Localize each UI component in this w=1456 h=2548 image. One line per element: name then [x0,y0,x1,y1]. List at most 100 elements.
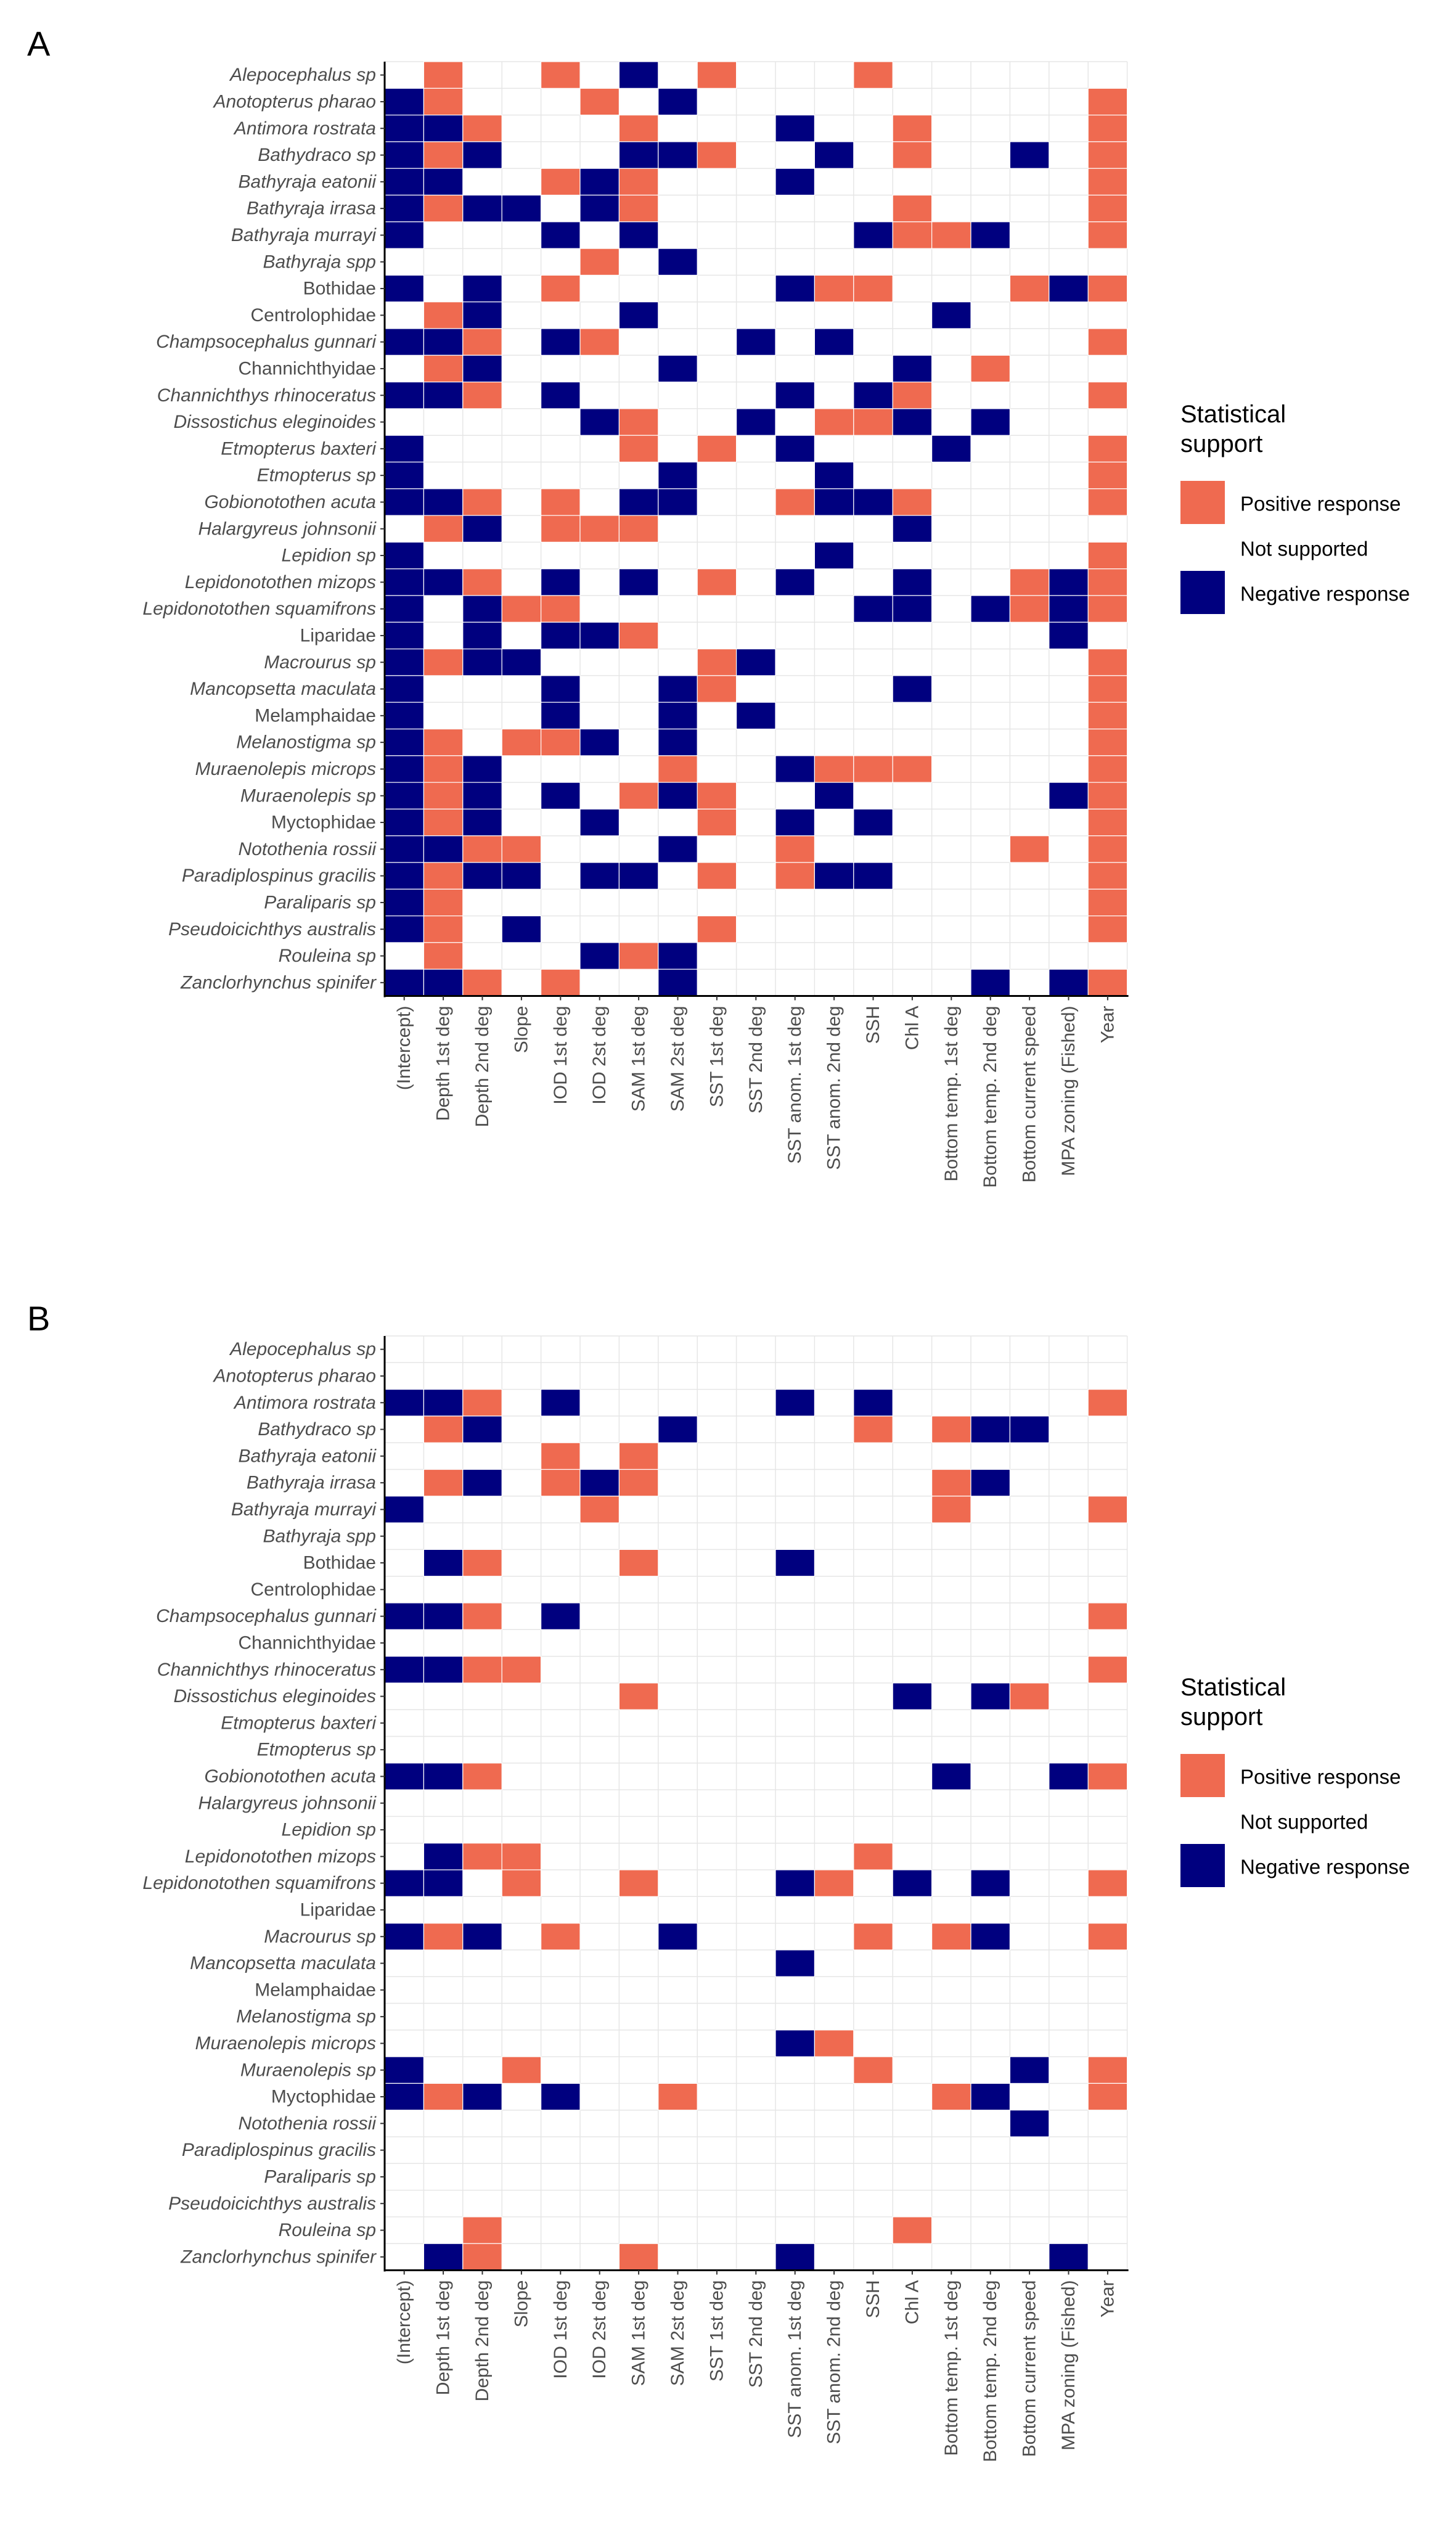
tile-positive [540,595,581,623]
x-tick-label: Bottom temp. 1st deg [941,1006,962,1182]
tile-negative [501,862,542,890]
tile-negative [658,461,698,490]
tile-negative [462,301,502,329]
tile-positive [462,1843,502,1870]
tile-negative [735,648,776,676]
tile-positive [423,888,464,917]
y-tick-label: Bathyraja murrayi [231,1499,377,1520]
tile-positive [540,969,581,997]
tile-negative [658,354,698,383]
tile-positive [423,88,464,116]
tile-positive [618,1549,659,1577]
tile-negative [618,141,659,169]
tile-negative [384,541,425,570]
tile-positive [462,568,502,596]
tile-positive [814,1869,854,1897]
legend-title: Statistical [1180,401,1286,428]
tile-negative [384,115,425,142]
tile-negative [462,141,502,169]
legend-key-none [1180,1799,1225,1842]
x-tick-label: Chl A [902,1006,922,1051]
x-tick-label: SST anom. 1st deg [785,2280,805,2438]
tile-positive [579,515,620,543]
tile-negative [384,168,425,196]
tile-positive [618,515,659,543]
tile-positive [1087,541,1128,570]
panel-letter: B [27,1299,50,1338]
tile-positive [423,61,464,89]
tile-positive [423,915,464,943]
tile-negative [775,2243,816,2271]
legend-key-none [1180,526,1225,569]
tile-positive [892,194,933,223]
tile-negative [384,728,425,756]
tile-negative [384,568,425,596]
tile-positive [501,835,542,863]
tile-positive [931,1469,971,1497]
tile-negative [384,1602,425,1630]
y-tick-label: Lepidion sp [282,546,376,566]
y-tick-label: Etmopterus sp [257,465,376,486]
tile-negative [384,1923,425,1951]
tile-positive [697,61,737,89]
tile-negative [618,301,659,329]
tile-negative [658,1415,698,1443]
tile-positive [540,61,581,89]
tile-positive [1087,168,1128,196]
tile-positive [814,274,854,303]
y-tick-label: Channichthyidae [239,1632,377,1653]
x-tick-label: Chl A [902,2280,922,2325]
tile-positive [540,728,581,756]
tile-negative [462,1469,502,1497]
y-tick-label: Dissostichus eleginoides [173,412,376,432]
x-tick-label: SAM 2st deg [668,1006,688,1112]
tile-negative [970,1682,1011,1710]
y-tick-label: Melamphaidae [255,705,376,726]
tile-negative [814,862,854,890]
tile-positive [540,515,581,543]
tile-negative [384,1496,425,1523]
tiles [384,1389,1128,2271]
tile-positive [1087,1602,1128,1630]
tile-positive [1087,381,1128,409]
tile-negative [384,862,425,890]
x-tick-label: Depth 2nd deg [472,2280,493,2402]
tile-positive [423,1415,464,1443]
tile-positive [540,1442,581,1470]
y-tick-label: Myctophidae [271,2087,376,2107]
tile-positive [1087,194,1128,223]
x-tick-label: Year [1097,1006,1118,1044]
tile-negative [384,835,425,863]
tile-negative [384,221,425,249]
tile-positive [423,782,464,809]
y-tick-label: Champsocephalus gunnari [156,1606,377,1626]
tile-negative [579,808,620,837]
y-tick-label: Channichthys rhinoceratus [157,385,376,406]
tile-negative [853,381,893,409]
tile-negative [814,461,854,490]
tile-positive [423,728,464,756]
x-tick-label: SST anom. 1st deg [785,1006,805,1164]
tile-positive [423,862,464,890]
x-tick-label: Bottom temp. 2nd deg [980,2280,1000,2462]
panel-letter: A [27,24,51,63]
y-tick-label: Lepidonotothen squamifrons [142,599,376,619]
x-tick-label: (Intercept) [394,2280,414,2365]
tile-negative [1009,1415,1050,1443]
tile-positive [1087,835,1128,863]
tile-positive [1087,648,1128,676]
tile-positive [540,488,581,516]
y-tick-label: Bathyraja eatonii [239,171,377,192]
tile-positive [579,1496,620,1523]
tile-negative [540,2083,581,2111]
x-tick-label: Bottom current speed [1020,1006,1040,1183]
tile-negative [853,221,893,249]
tile-positive [1087,1869,1128,1897]
tile-negative [892,1869,933,1897]
tile-negative [618,862,659,890]
x-tick-label: IOD 2st deg [589,1006,610,1105]
tile-positive [1087,782,1128,809]
tile-negative [384,648,425,676]
y-tick-label: Rouleina sp [279,2220,376,2240]
